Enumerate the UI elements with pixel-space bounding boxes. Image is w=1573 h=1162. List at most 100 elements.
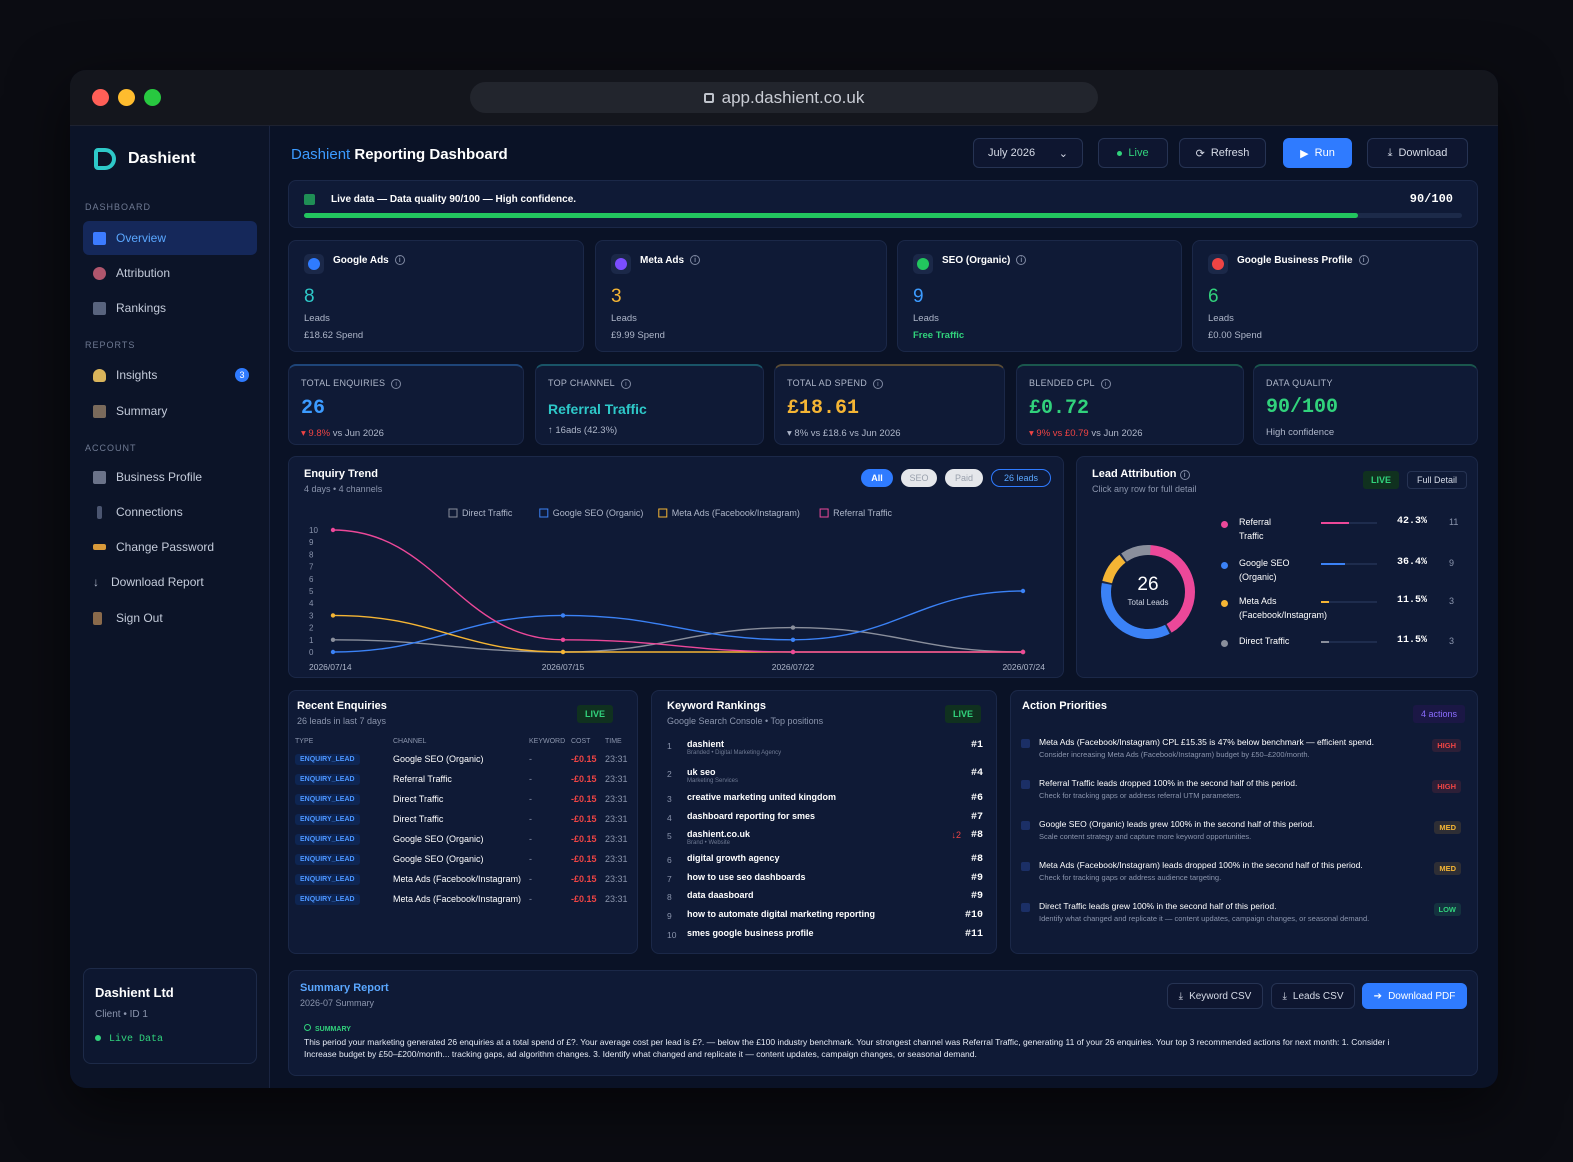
sidebar-item-rankings[interactable]: Rankings [83, 291, 257, 325]
table-row[interactable]: ENQUIRY_LEAD Direct Traffic - -£0.15 23:31 [295, 809, 635, 829]
sidebar-item-sign-out[interactable]: Sign Out [83, 601, 257, 635]
page-title-brand: Dashient [291, 146, 351, 163]
run-button[interactable]: ▶ Run [1283, 138, 1352, 168]
quality-text: Live data — Data quality 90/100 — High c… [331, 194, 577, 205]
info-icon[interactable]: i [1358, 255, 1369, 266]
action-item[interactable]: Direct Traffic leads grew 100% in the se… [1021, 901, 1467, 937]
info-icon[interactable]: i [621, 378, 631, 389]
sidebar-item-download-report[interactable]: ↓ Download Report [83, 565, 257, 599]
data-point[interactable] [560, 649, 566, 655]
data-point[interactable] [790, 649, 796, 655]
ranking-row[interactable]: 4 dashboard reporting for smes #7 [667, 810, 983, 828]
table-row[interactable]: ENQUIRY_LEAD Google SEO (Organic) - -£0.15 2… [295, 749, 635, 769]
table-row[interactable]: ENQUIRY_LEAD Meta Ads (Facebook/Instagram… [295, 869, 635, 889]
info-icon[interactable]: i [1100, 378, 1111, 389]
table-row[interactable]: ENQUIRY_LEAD Google SEO (Organic) - -£0.15 2… [295, 829, 635, 849]
donut-segment[interactable] [1101, 545, 1195, 639]
minimize-window-button[interactable] [118, 89, 135, 106]
action-item[interactable]: Google SEO (Organic) leads grew 100% in … [1021, 819, 1467, 855]
sidebar-item-insights[interactable]: Insights 3 [83, 358, 257, 392]
legend-item[interactable]: Google SEO (Organic) [539, 508, 644, 518]
live-button[interactable]: Live [1098, 138, 1168, 168]
filter-paid[interactable]: Paid [945, 469, 983, 487]
channel-card[interactable]: Google Ads i 8 Leads £18.62 Spend [288, 240, 584, 352]
month-select[interactable]: July 2026 ⌄ [973, 138, 1083, 168]
action-item[interactable]: Meta Ads (Facebook/Instagram) leads drop… [1021, 860, 1467, 896]
x-tick-label: 2026/07/14 [309, 662, 352, 672]
attribution-row[interactable]: Referral Traffic 42.3% 11 [1221, 515, 1466, 551]
data-point[interactable] [790, 637, 796, 642]
attribution-row[interactable]: Direct Traffic 11.5% 3 [1221, 634, 1466, 670]
info-icon[interactable]: i [1179, 470, 1190, 480]
info-icon[interactable]: i [1016, 255, 1027, 266]
sidebar-item-business-profile[interactable]: Business Profile [83, 460, 257, 494]
data-point[interactable] [560, 637, 566, 642]
download-pdf-button[interactable]: ➔ Download PDF [1362, 983, 1467, 1009]
action-item[interactable]: Referral Traffic leads dropped 100% in t… [1021, 778, 1467, 814]
ranking-row[interactable]: 9 how to automate digital marketing repor… [667, 908, 983, 926]
data-point[interactable] [1020, 588, 1026, 594]
ranking-row[interactable]: 3 creative marketing united kingdom #6 [667, 791, 983, 809]
ranking-row[interactable]: 2 uk seo Marketing Services #4 [667, 766, 983, 784]
sidebar-item-overview[interactable]: Overview [83, 221, 257, 255]
channel-card[interactable]: SEO (Organic) i 9 Leads Free Traffic [897, 240, 1182, 352]
legend-item[interactable]: Referral Traffic [819, 508, 892, 518]
full-detail-button[interactable]: Full Detail [1407, 471, 1467, 489]
donut-segment[interactable] [1101, 545, 1195, 639]
filter-leads-count[interactable]: 26 leads [991, 469, 1051, 487]
channel-name-text: Meta Ads [640, 255, 685, 266]
filter-all[interactable]: All [861, 469, 893, 487]
action-icon [1021, 821, 1030, 830]
ranking-row[interactable]: 8 data daasboard #9 [667, 889, 983, 907]
keyword-csv-button[interactable]: ⤓ Keyword CSV [1167, 983, 1263, 1009]
download-button[interactable]: ⤓ Download [1367, 138, 1468, 168]
sidebar-item-attribution[interactable]: Attribution [83, 256, 257, 290]
ranking-row[interactable]: 1 dashient Branded • Digital Marketing Age… [667, 738, 983, 756]
maximize-window-button[interactable] [144, 89, 161, 106]
ranking-keyword: how to automate digital marketing report… [687, 909, 876, 919]
ranking-row[interactable]: 7 how to use seo dashboards #9 [667, 871, 983, 889]
sidebar-item-change-password[interactable]: Change Password [83, 530, 257, 564]
sidebar-item-summary[interactable]: Summary [83, 394, 257, 428]
info-icon[interactable]: i [690, 255, 701, 266]
leads-csv-button[interactable]: ⤓ Leads CSV [1271, 983, 1355, 1009]
info-icon[interactable]: i [873, 378, 884, 389]
ranking-change: ↓2 [951, 830, 961, 840]
filter-seo[interactable]: SEO [901, 469, 937, 487]
legend-item[interactable]: Direct Traffic [448, 508, 513, 518]
legend-checkbox[interactable] [819, 508, 829, 518]
attribution-count: 11 [1449, 517, 1459, 527]
sidebar-item-connections[interactable]: Connections [83, 495, 257, 529]
data-point[interactable] [1020, 649, 1026, 655]
data-point[interactable] [330, 649, 336, 655]
data-point[interactable] [560, 613, 566, 618]
refresh-button[interactable]: ⟳ Refresh [1179, 138, 1266, 168]
ranking-row[interactable]: 5 dashient.co.uk Brand • Website ↓2 #8 [667, 828, 983, 846]
ranking-row[interactable]: 10 smes google business profile #11 [667, 927, 983, 945]
table-row[interactable]: ENQUIRY_LEAD Referral Traffic - -£0.15 23:31 [295, 769, 635, 789]
attribution-row[interactable]: Google SEO (Organic) 36.4% 9 [1221, 556, 1466, 592]
attribution-row[interactable]: Meta Ads (Facebook/Instagram) 11.5% 3 [1221, 594, 1466, 630]
channel-card[interactable]: Meta Ads i 3 Leads £9.99 Spend [595, 240, 887, 352]
channel-card[interactable]: Google Business Profile i 6 Leads £0.00 Spen… [1192, 240, 1478, 352]
data-point[interactable] [330, 613, 336, 618]
close-window-button[interactable] [92, 89, 109, 106]
table-row[interactable]: ENQUIRY_LEAD Meta Ads (Facebook/Instagram… [295, 889, 635, 909]
data-point[interactable] [330, 527, 336, 533]
action-item[interactable]: Meta Ads (Facebook/Instagram) CPL £15.35… [1021, 737, 1467, 773]
client-card[interactable]: Dashient Ltd Client • ID 1 Live Data [83, 968, 257, 1064]
action-title: Meta Ads (Facebook/Instagram) CPL £15.35… [1039, 737, 1374, 747]
legend-checkbox[interactable] [658, 508, 668, 518]
data-point[interactable] [330, 637, 336, 642]
data-point[interactable] [790, 625, 796, 630]
table-row[interactable]: ENQUIRY_LEAD Direct Traffic - -£0.15 23:31 [295, 789, 635, 809]
address-bar[interactable]: app.dashient.co.uk [470, 82, 1098, 113]
info-icon[interactable]: i [391, 378, 402, 389]
brand[interactable]: Dashient [94, 148, 196, 170]
legend-item[interactable]: Meta Ads (Facebook/Instagram) [658, 508, 800, 518]
info-icon[interactable]: i [394, 255, 405, 266]
legend-checkbox[interactable] [448, 508, 458, 518]
ranking-row[interactable]: 6 digital growth agency #8 [667, 852, 983, 870]
table-row[interactable]: ENQUIRY_LEAD Google SEO (Organic) - -£0.15 2… [295, 849, 635, 869]
legend-checkbox[interactable] [539, 508, 549, 518]
